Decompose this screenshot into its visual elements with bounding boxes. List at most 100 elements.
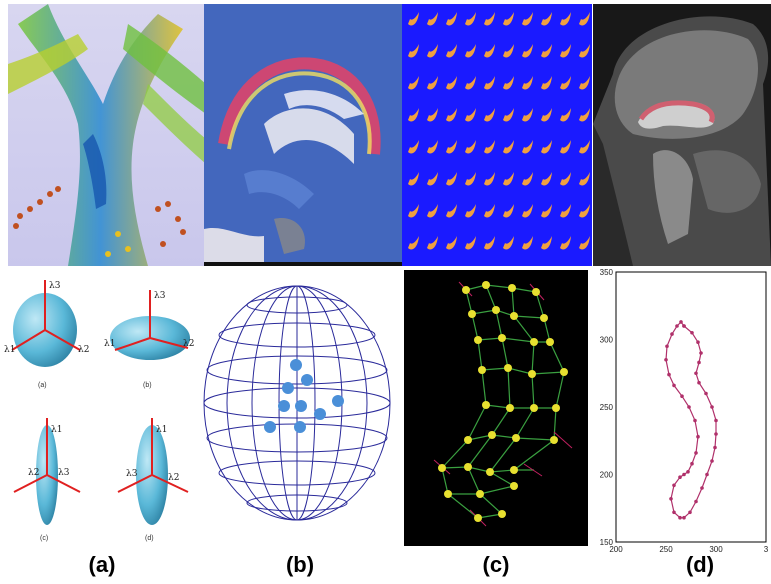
- tensor-glyph: [503, 236, 514, 250]
- y-tick-label: 350: [600, 268, 614, 277]
- label-c: (c): [40, 535, 48, 542]
- y-tick-label: 200: [600, 471, 614, 480]
- tensor-glyph: [541, 140, 552, 154]
- tensor-glyph: [541, 172, 552, 186]
- tensor-glyph: [560, 204, 571, 218]
- tensor-glyph: [465, 12, 476, 26]
- sphere-diagram: [200, 270, 400, 552]
- lambda3-label: λ3: [49, 281, 61, 291]
- tensor-glyph: [579, 172, 590, 186]
- tensor-glyph: [465, 236, 476, 250]
- tensor-glyph: [522, 204, 533, 218]
- contour-point: [678, 475, 682, 479]
- fiber-tract-visualization: [8, 4, 206, 266]
- tensor-glyph: [503, 44, 514, 58]
- tensor-glyph: [503, 76, 514, 90]
- tensor-glyph: [408, 140, 419, 154]
- tensor-glyph: [541, 236, 552, 250]
- caption-b: (b): [285, 552, 315, 577]
- tensor-glyph: [560, 172, 571, 186]
- caption-c: (c): [482, 552, 510, 577]
- tensor-glyph: [503, 12, 514, 26]
- contour-point: [686, 470, 690, 474]
- contour-point: [714, 432, 718, 436]
- tensor-glyph: [560, 12, 571, 26]
- tensor-glyph: [503, 172, 514, 186]
- tensor-glyph: [484, 44, 495, 58]
- tensor-glyph: [427, 172, 438, 186]
- contour-point: [696, 340, 700, 344]
- tensor-glyph: [522, 44, 533, 58]
- hippocampus-texture-image: [204, 4, 402, 266]
- ellipsoid-b: λ3 λ2 λ1 (b): [104, 290, 194, 389]
- contour-point: [678, 515, 682, 520]
- tensor-glyph: [446, 204, 457, 218]
- tensor-glyph: [465, 204, 476, 218]
- contour-point: [675, 324, 679, 328]
- fiber-tract-image: [8, 4, 206, 266]
- tensor-glyph: [465, 140, 476, 154]
- contour-point: [682, 472, 686, 477]
- contour-point: [672, 510, 676, 515]
- tensor-glyph: [579, 108, 590, 122]
- tensor-glyph: [503, 140, 514, 154]
- lambda2-label: λ2: [78, 345, 89, 355]
- tensor-glyph: [484, 204, 495, 218]
- lambda2-label: λ2: [183, 339, 194, 349]
- tensor-glyph: [522, 108, 533, 122]
- tensor-glyph: [427, 44, 438, 58]
- deformation-grid: [404, 270, 588, 546]
- tensor-glyph: [560, 44, 571, 58]
- ellipsoid-c: λ1 λ3 λ2 (c): [13, 418, 81, 542]
- mri-scan: [593, 4, 771, 266]
- label-a: (a): [38, 382, 47, 389]
- contour-point: [680, 394, 684, 398]
- tensor-glyph: [408, 204, 419, 218]
- tensor-glyph: [446, 140, 457, 154]
- tensor-glyph-grid: [402, 4, 592, 266]
- tensor-glyph: [446, 12, 457, 26]
- label-b: (b): [143, 382, 152, 389]
- tensor-glyph: [503, 204, 514, 218]
- x-tick-label: 250: [659, 545, 673, 554]
- tensor-glyph: [408, 76, 419, 90]
- lambda3-label: λ3: [154, 291, 166, 301]
- y-tick-label: 250: [600, 403, 614, 412]
- x-tick-label: 3: [764, 545, 769, 554]
- contour-point: [710, 459, 714, 463]
- contour-point: [714, 418, 718, 423]
- tensor-glyph: [408, 236, 419, 250]
- tensor-glyph: [484, 140, 495, 154]
- contour-point: [696, 434, 700, 439]
- tensor-glyph: [541, 204, 552, 218]
- tensor-glyph: [522, 76, 533, 90]
- contour-point: [664, 357, 668, 362]
- contour-point: [669, 497, 673, 501]
- tensor-glyph: [427, 236, 438, 250]
- y-tick-label: 300: [600, 336, 614, 345]
- tensor-glyph: [560, 236, 571, 250]
- caption-a: (a): [88, 552, 116, 577]
- sample-dots: [264, 359, 344, 433]
- label-d: (d): [145, 535, 154, 542]
- tensor-glyph: [484, 12, 495, 26]
- contour-point: [679, 320, 683, 324]
- lambda1-label: λ1: [156, 425, 167, 435]
- lambda1-label: λ1: [4, 345, 15, 355]
- tensor-glyph: [579, 236, 590, 250]
- glyph-grid-svg: [408, 12, 590, 250]
- contour-point: [700, 486, 704, 490]
- contour-point: [690, 461, 694, 466]
- tensor-glyph: [541, 12, 552, 26]
- ellipsoid-a: λ3 λ2 λ1 (a): [4, 280, 89, 389]
- contour-point: [687, 405, 691, 409]
- tensor-glyph: [427, 76, 438, 90]
- tensor-glyph: [465, 108, 476, 122]
- tensor-glyph: [522, 140, 533, 154]
- tensor-glyph: [408, 44, 419, 58]
- contour-point: [697, 360, 701, 365]
- y-tick-label: 150: [600, 538, 614, 547]
- tensor-glyph: [579, 204, 590, 218]
- contour-point: [672, 483, 676, 488]
- tensor-glyph: [484, 172, 495, 186]
